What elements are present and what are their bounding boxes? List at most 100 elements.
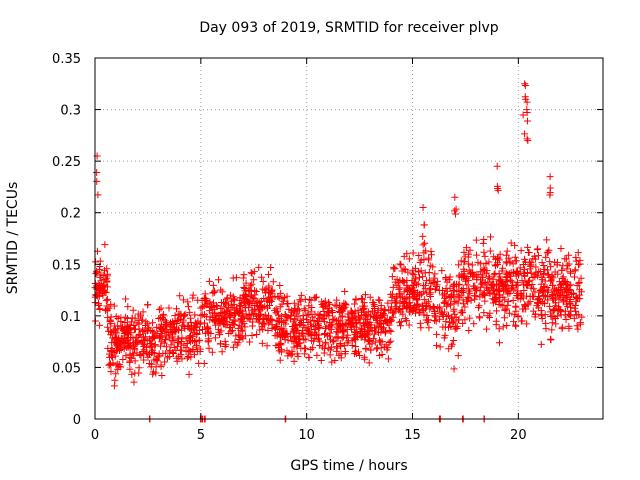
data-point: [514, 313, 522, 321]
data-point: [448, 313, 456, 321]
data-point: [513, 292, 521, 300]
data-point: [251, 291, 259, 299]
data-point: [501, 296, 509, 304]
data-point: [344, 316, 352, 324]
data-point: [395, 291, 403, 299]
data-point: [239, 335, 247, 343]
data-point: [139, 333, 147, 341]
data-point: [451, 207, 459, 215]
data-point: [222, 300, 230, 308]
data-point: [107, 368, 115, 376]
data-point: [189, 294, 197, 302]
data-point: [158, 325, 166, 333]
data-point: [416, 273, 424, 281]
y-tick-label: 0.3: [60, 104, 81, 119]
data-point: [281, 311, 289, 319]
data-point: [423, 301, 431, 309]
data-point: [336, 339, 344, 347]
data-point: [115, 361, 123, 369]
data-point: [121, 339, 129, 347]
data-point: [267, 263, 275, 271]
data-point: [187, 353, 195, 361]
data-point: [560, 297, 568, 305]
data-point: [134, 310, 142, 318]
data-point: [221, 314, 229, 322]
data-point: [425, 286, 433, 294]
data-point: [486, 233, 494, 241]
data-point: [391, 308, 399, 316]
data-point: [541, 265, 549, 273]
data-point: [296, 320, 304, 328]
data-point: [276, 303, 284, 311]
data-point: [247, 282, 255, 290]
data-point: [248, 322, 256, 330]
data-point: [548, 326, 556, 334]
data-point: [267, 287, 275, 295]
data-point: [520, 270, 528, 278]
data-point: [343, 334, 351, 342]
data-point: [205, 328, 213, 336]
data-point: [534, 245, 542, 253]
data-point: [243, 299, 251, 307]
data-point: [148, 327, 156, 335]
data-point: [351, 300, 359, 308]
data-point: [415, 251, 423, 259]
data-point: [376, 351, 384, 359]
data-point: [396, 284, 404, 292]
data-point: [308, 304, 316, 312]
data-point: [570, 273, 578, 281]
data-point: [236, 297, 244, 305]
data-point: [420, 296, 428, 304]
data-point: [546, 308, 554, 316]
data-point: [480, 289, 488, 297]
data-point: [488, 281, 496, 289]
data-point: [307, 345, 315, 353]
x-tick-label: 0: [91, 428, 99, 443]
data-point: [405, 321, 413, 329]
data-point: [481, 252, 489, 260]
data-point: [566, 300, 574, 308]
data-point: [577, 288, 585, 296]
data-point: [174, 339, 182, 347]
data-point: [265, 282, 273, 290]
data-point: [155, 306, 163, 314]
data-point: [151, 341, 159, 349]
data-point: [196, 326, 204, 334]
data-point: [443, 302, 451, 310]
data-point: [439, 323, 447, 331]
data-point: [188, 326, 196, 334]
data-point: [293, 341, 301, 349]
data-point: [464, 276, 472, 284]
data-point: [243, 314, 251, 322]
data-point: [360, 312, 368, 320]
data-point: [328, 321, 336, 329]
data-point: [546, 302, 554, 310]
data-point: [467, 268, 475, 276]
data-point: [148, 335, 156, 343]
data-point: [136, 351, 144, 359]
data-point: [196, 348, 204, 356]
data-point: [491, 270, 499, 278]
data-point: [104, 295, 112, 303]
data-point: [268, 324, 276, 332]
data-point: [295, 340, 303, 348]
data-point: [324, 308, 332, 316]
data-point: [297, 291, 305, 299]
data-point: [161, 317, 169, 325]
data-point: [258, 339, 266, 347]
data-point: [157, 304, 165, 312]
data-point: [521, 130, 529, 138]
data-point: [103, 302, 111, 310]
data-point: [347, 309, 355, 317]
data-point: [431, 285, 439, 293]
data-point: [512, 322, 520, 330]
data-point: [276, 315, 284, 323]
data-point: [359, 302, 367, 310]
data-point: [290, 357, 298, 365]
data-point: [205, 277, 213, 285]
data-point: [315, 323, 323, 331]
data-point: [426, 276, 434, 284]
data-point: [357, 325, 365, 333]
data-point: [104, 323, 112, 331]
data-point: [471, 285, 479, 293]
